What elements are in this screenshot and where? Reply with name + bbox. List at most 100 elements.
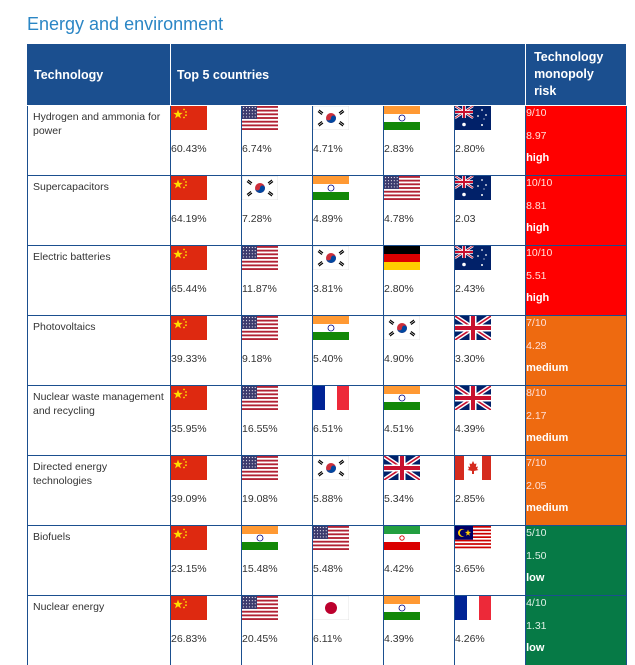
china-flag-icon [171,176,207,200]
country-cell: 15.48% [242,526,313,596]
risk-level: medium [526,502,626,514]
risk-level: high [526,152,626,164]
country-cell: 2.85% [455,456,526,526]
country-cell: 3.30% [455,316,526,386]
risk-score: 10/10 [526,177,626,189]
risk-value: 1.50 [526,550,626,562]
india-flag-icon [384,596,420,620]
country-cell: 60.43% [171,106,242,176]
country-share: 15.48% [242,563,312,575]
country-cell: 35.95% [171,386,242,456]
country-share: 4.51% [384,423,454,435]
country-share: 39.09% [171,493,241,505]
uk-flag-icon [455,316,491,340]
country-cell: 4.89% [313,176,384,246]
country-cell: 5.40% [313,316,384,386]
table-header-row: Technology Top 5 countries Technology mo… [28,44,627,106]
usa-flag-icon [242,316,278,340]
country-share: 3.65% [455,563,525,575]
country-cell: 4.78% [384,176,455,246]
technology-name: Directed energy technologies [28,456,171,526]
risk-score: 10/10 [526,247,626,259]
country-share: 64.19% [171,213,241,225]
south-korea-flag-icon [313,456,349,480]
country-share: 6.74% [242,143,312,155]
country-cell: 5.48% [313,526,384,596]
risk-level: medium [526,362,626,374]
technology-table: Technology Top 5 countries Technology mo… [27,43,627,665]
usa-flag-icon [242,386,278,410]
country-share: 4.78% [384,213,454,225]
country-cell: 65.44% [171,246,242,316]
header-technology: Technology [28,44,171,106]
risk-value: 1.31 [526,620,626,632]
india-flag-icon [313,316,349,340]
country-share: 16.55% [242,423,312,435]
country-share: 35.95% [171,423,241,435]
china-flag-icon [171,316,207,340]
country-share: 23.15% [171,563,241,575]
country-cell: 64.19% [171,176,242,246]
country-cell: 9.18% [242,316,313,386]
malaysia-flag-icon [455,526,491,550]
france-flag-icon [455,596,491,620]
country-cell: 6.51% [313,386,384,456]
country-share: 5.40% [313,353,383,365]
country-share: 6.51% [313,423,383,435]
risk-level: medium [526,432,626,444]
country-cell: 2.03 [455,176,526,246]
risk-value: 8.97 [526,130,626,142]
risk-score: 5/10 [526,527,626,539]
technology-name: Electric batteries [28,246,171,316]
country-share: 4.39% [455,423,525,435]
country-cell: 16.55% [242,386,313,456]
country-cell: 5.88% [313,456,384,526]
country-cell: 11.87% [242,246,313,316]
china-flag-icon [171,386,207,410]
country-share: 2.85% [455,493,525,505]
risk-value: 4.28 [526,340,626,352]
technology-name: Photovoltaics [28,316,171,386]
risk-score: 8/10 [526,387,626,399]
usa-flag-icon [242,106,278,130]
country-cell: 4.71% [313,106,384,176]
risk-value: 2.05 [526,480,626,492]
country-cell: 4.26% [455,596,526,665]
usa-flag-icon [384,176,420,200]
country-share: 65.44% [171,283,241,295]
country-share: 2.80% [384,283,454,295]
china-flag-icon [171,106,207,130]
india-flag-icon [384,106,420,130]
country-cell: 39.09% [171,456,242,526]
technology-name: Biofuels [28,526,171,596]
country-cell: 4.42% [384,526,455,596]
country-share: 4.89% [313,213,383,225]
country-cell: 3.65% [455,526,526,596]
country-share: 3.30% [455,353,525,365]
country-cell: 4.51% [384,386,455,456]
usa-flag-icon [242,246,278,270]
page-title: Energy and environment [27,14,223,35]
australia-flag-icon [455,246,491,270]
country-share: 7.28% [242,213,312,225]
country-cell: 7.28% [242,176,313,246]
country-share: 11.87% [242,283,312,295]
header-top5-countries: Top 5 countries [171,44,526,106]
germany-flag-icon [384,246,420,270]
country-share: 20.45% [242,633,312,645]
china-flag-icon [171,596,207,620]
technology-name: Hydrogen and ammonia for power [28,106,171,176]
risk-level: high [526,292,626,304]
technology-name: Nuclear waste management and recycling [28,386,171,456]
japan-flag-icon [313,596,349,620]
